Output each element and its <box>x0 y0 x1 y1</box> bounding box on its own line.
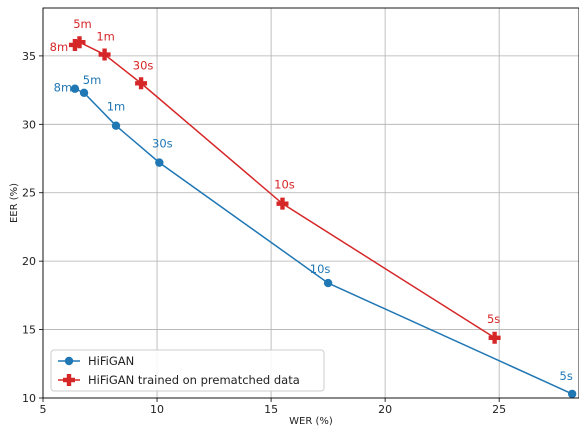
legend-marker <box>64 356 74 366</box>
legend-marker <box>63 374 75 386</box>
y-tick-label: 25 <box>22 187 36 200</box>
point-label: 5s <box>560 369 573 383</box>
point-label: 30s <box>133 58 154 72</box>
series-line <box>74 88 573 395</box>
point-label: 8m <box>54 81 73 95</box>
data-point <box>323 278 333 288</box>
point-label: 30s <box>152 137 173 151</box>
y-tick-label: 35 <box>22 50 36 63</box>
data-point <box>79 88 89 98</box>
plot-frame <box>42 7 579 399</box>
legend: HiFiGAN HiFiGAN trained on prematched dat… <box>50 349 325 392</box>
point-label: 1m <box>107 100 126 114</box>
legend-item: HiFiGAN <box>58 354 134 368</box>
data-point <box>276 197 289 210</box>
point-label: 5m <box>73 17 92 31</box>
data-point <box>98 48 111 61</box>
x-tick-label: 25 <box>492 403 506 416</box>
x-axis-label: WER (%) <box>289 416 333 427</box>
data-point <box>155 158 164 167</box>
data-point <box>567 389 577 399</box>
legend-box <box>50 349 325 392</box>
point-label: 1m <box>96 30 115 44</box>
legend-label: HiFiGAN trained on prematched data <box>88 373 300 387</box>
x-tick-label: 15 <box>264 403 278 416</box>
x-tick-label: 20 <box>378 403 392 416</box>
y-tick-label: 20 <box>22 255 36 268</box>
y-tick-label: 30 <box>22 118 36 131</box>
point-label: 5s <box>487 312 500 326</box>
point-label: 10s <box>310 262 331 276</box>
ticks: 5 10 15 20 25 10 15 20 25 30 35 <box>22 50 506 416</box>
data-point <box>73 36 86 49</box>
data-point <box>111 121 121 130</box>
legend-item: HiFiGAN trained on prematched data <box>58 373 300 387</box>
x-tick-label: 10 <box>150 403 164 416</box>
data-point <box>70 84 80 93</box>
data-point <box>68 38 81 51</box>
legend-label: HiFiGAN <box>88 354 134 368</box>
series-layer: 8m 5m 1m 30s 10s 5s 8m 5m 1m 30s 10s 5s <box>50 17 577 399</box>
data-point <box>488 331 501 344</box>
data-point <box>135 77 148 90</box>
series-0: 8m 5m 1m 30s 10s 5s <box>54 73 577 399</box>
y-tick-label: 15 <box>22 324 36 337</box>
y-tick-label: 10 <box>22 392 36 405</box>
point-label: 5m <box>83 73 102 87</box>
y-axis-label: EER (%) <box>9 183 20 223</box>
point-label: 10s <box>274 178 295 192</box>
x-tick-label: 5 <box>40 403 47 416</box>
series-1: 8m 5m 1m 30s 10s 5s <box>50 17 501 344</box>
point-label: 8m <box>50 40 69 54</box>
